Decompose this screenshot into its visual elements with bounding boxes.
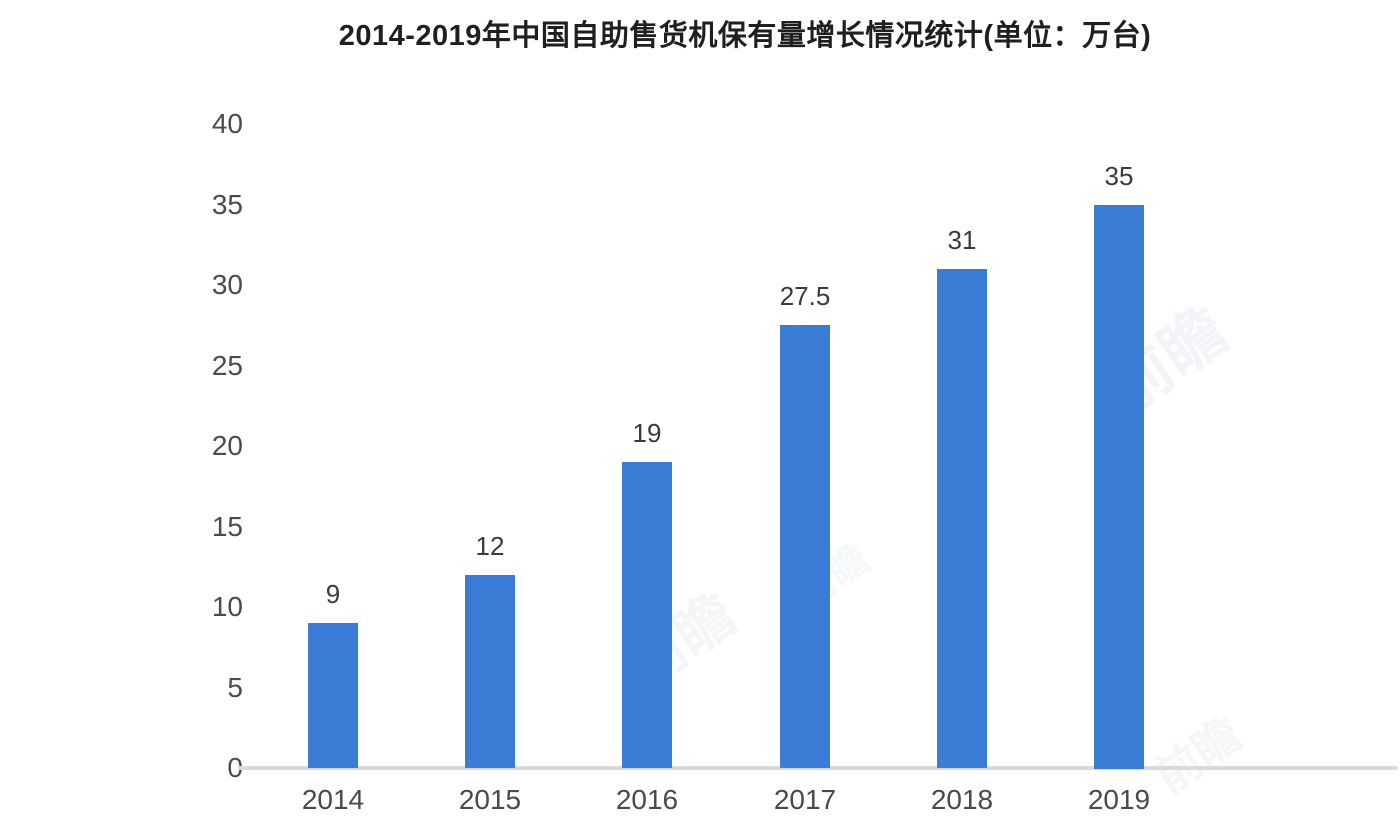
bar-2017	[780, 325, 830, 768]
y-tick-label: 30	[211, 269, 243, 300]
bar-value-label: 19	[632, 418, 662, 448]
chart-title: 2014-2019年中国自助售货机保有量增长情况统计(单位：万台)	[338, 20, 1152, 52]
bar-2019	[1094, 205, 1144, 769]
x-tick-label-2019: 2019	[1087, 784, 1151, 815]
bar-2016	[622, 462, 672, 768]
x-tick-label-2014: 2014	[301, 784, 365, 815]
y-tick-label: 25	[211, 349, 243, 381]
x-tick-label-2016: 2016	[615, 784, 679, 815]
y-tick-label: 5	[227, 671, 243, 703]
bar-2018	[937, 269, 987, 768]
y-tick-label: 35	[211, 188, 243, 220]
y-tick-label: 20	[211, 430, 243, 461]
x-tick-label-2017: 2017	[773, 784, 837, 815]
bar-value-label: 9	[325, 579, 341, 609]
bar-2014	[308, 623, 358, 768]
y-tick-label: 10	[211, 591, 243, 622]
bar-value-label: 12	[475, 531, 505, 561]
bar-value-label: 27.5	[779, 281, 831, 311]
x-tick-label-2015: 2015	[458, 784, 522, 815]
bar-2015	[465, 575, 515, 768]
bar-value-label: 31	[947, 225, 977, 255]
x-tick-label-2018: 2018	[930, 784, 994, 815]
y-tick-label: 40	[211, 108, 243, 139]
y-tick-label: 15	[211, 510, 243, 542]
y-tick-label: 0	[227, 752, 243, 783]
bar-value-label: 35	[1104, 161, 1134, 191]
x-axis-line	[238, 766, 1398, 770]
